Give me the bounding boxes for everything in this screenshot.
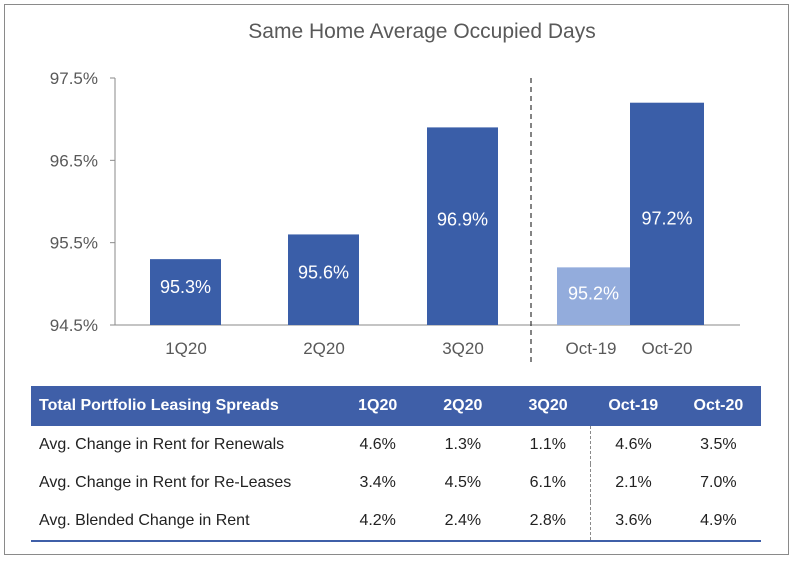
table-cell: 4.6% <box>359 436 396 453</box>
bar-1q20 <box>150 259 221 325</box>
table-cell: 3.5% <box>700 436 737 453</box>
table-row: Avg. Blended Change in Rent 4.2% 2.4% 2.… <box>31 502 761 542</box>
y-tick-label: 97.5% <box>50 69 98 88</box>
header-cell: Oct-20 <box>675 386 761 426</box>
row-label: Avg. Change in Rent for Renewals <box>39 436 285 453</box>
y-tick-label: 94.5% <box>50 316 98 335</box>
x-tick-label: Oct-20 <box>641 339 692 358</box>
header-cell: Oct-19 <box>590 386 676 426</box>
table-cell: 2.1% <box>590 464 676 502</box>
occupancy-bar-chart: Same Home Average Occupied Days 94.5% 95.… <box>50 20 740 362</box>
data-label: 96.9% <box>437 209 488 229</box>
data-label: 95.2% <box>568 283 619 303</box>
table-cell: 6.1% <box>529 474 567 491</box>
table-cell: 3.4% <box>359 474 396 491</box>
table-cell: 1.3% <box>444 436 482 453</box>
table-cell: 4.5% <box>444 474 482 491</box>
bar-oct-19 <box>557 267 630 325</box>
table-header-row: Total Portfolio Leasing Spreads 1Q20 2Q2… <box>31 386 761 426</box>
header-cell: 3Q20 <box>505 386 591 426</box>
table-cell: 2.4% <box>420 502 506 542</box>
header-cell: Total Portfolio Leasing Spreads <box>31 386 336 426</box>
table-cell: 4.9% <box>675 502 761 542</box>
table-cell: 7.0% <box>700 474 737 491</box>
header-cell: 1Q20 <box>335 386 421 426</box>
x-tick-label: 3Q20 <box>442 339 484 358</box>
table-cell: 4.6% <box>590 426 676 464</box>
row-label: Avg. Blended Change in Rent <box>31 502 336 542</box>
bar-oct-20 <box>630 102 704 325</box>
bar-2q20 <box>288 234 359 325</box>
y-tick-label: 96.5% <box>50 151 98 170</box>
y-axis-ticks: 94.5% 95.5% 96.5% 97.5% <box>50 69 115 335</box>
leasing-spreads-table: Total Portfolio Leasing Spreads 1Q20 2Q2… <box>31 386 761 542</box>
table-row: Avg. Change in Rent for Renewals 4.6% 1.… <box>31 426 761 464</box>
data-label: 95.3% <box>160 277 211 297</box>
table-cell: 4.2% <box>335 502 421 542</box>
x-tick-label: 2Q20 <box>303 339 345 358</box>
data-label: 97.2% <box>641 209 692 229</box>
bars: 95.3% 95.6% 96.9% 95.2% 97.2% <box>150 102 704 326</box>
x-axis-ticks: 1Q20 2Q20 3Q20 Oct-19 Oct-20 <box>165 339 692 358</box>
chart-title: Same Home Average Occupied Days <box>248 20 595 43</box>
y-tick-label: 95.5% <box>50 234 98 253</box>
row-label: Avg. Change in Rent for Re-Leases <box>39 474 292 491</box>
header-cell: 2Q20 <box>420 386 506 426</box>
x-tick-label: 1Q20 <box>165 339 207 358</box>
data-label: 95.6% <box>298 262 349 282</box>
x-tick-label: Oct-19 <box>565 339 616 358</box>
bar-3q20 <box>427 127 498 326</box>
table-cell: 1.1% <box>529 436 567 453</box>
table-cell: 2.8% <box>505 502 591 542</box>
table-row: Avg. Change in Rent for Re-Leases 3.4% 4… <box>31 464 761 502</box>
table-cell: 3.6% <box>590 502 676 542</box>
